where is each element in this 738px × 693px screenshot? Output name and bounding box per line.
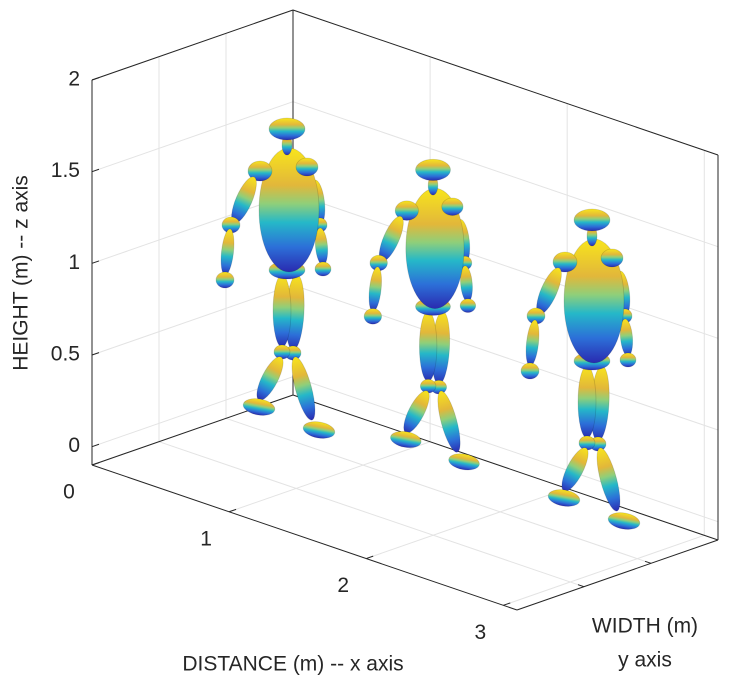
grid-line [292,101,719,248]
body-part [273,344,291,360]
body-part [459,298,477,313]
grid-line [228,441,431,513]
axis-edge [292,394,719,541]
z-tick-label: 0.5 [51,343,80,366]
body-part [415,158,451,181]
x-tick-label: 0 [63,481,75,504]
body-part [291,356,316,421]
z-tick-label: 2 [68,68,80,91]
axes-box [91,9,719,611]
z-tick-label: 1.5 [51,159,80,182]
body-part [420,379,437,394]
grid-line [292,192,719,339]
grid-line [91,284,294,356]
body-part [577,365,597,439]
body-part [403,390,430,434]
grid-line [225,417,652,564]
tick-mark [644,560,652,564]
tick-mark [91,260,100,264]
axis-edge [292,9,719,156]
grid-line [366,488,568,560]
body-part [247,160,273,182]
body-part [242,398,276,416]
body-part [448,453,480,471]
body-part [394,200,419,221]
body-part [302,421,336,439]
tick-mark [366,555,374,560]
body-part [419,311,438,382]
z-tick-label: 0 [68,434,80,457]
tick-mark [91,443,100,448]
body-part [596,447,621,512]
grid-line [91,101,294,173]
body-part [552,251,578,273]
body-part [215,271,235,289]
body-part [390,431,422,449]
tick-mark [91,77,100,81]
human-figure [215,117,336,439]
tick-mark [91,462,100,466]
tick-mark [91,168,100,173]
body-part [520,362,540,380]
body-part [547,489,581,507]
axis-edge [91,9,294,81]
body-part [600,248,624,268]
z-tick-label: 1 [68,251,80,274]
grid-line [503,534,705,606]
body-part [268,117,306,141]
grid-line [158,441,585,588]
axis-edge [516,539,719,611]
grid-line [292,284,719,431]
body-part [363,308,382,325]
x-tick-label: 2 [337,574,349,597]
body-part [256,356,284,401]
tick-mark [503,602,511,606]
grid-line [292,376,719,523]
x-tick-label: 3 [474,621,486,644]
tick-mark [228,508,237,513]
tick-mark [577,584,585,588]
x-axis-label: DISTANCE (m) -- x axis [182,653,403,676]
body-part [525,319,540,367]
body-part [295,157,319,177]
x-tick-label: 1 [200,527,212,550]
body-part [272,274,292,348]
human-figure [363,158,480,471]
body-part [561,447,589,492]
body-part [220,228,235,276]
body-part [368,266,382,312]
body-part [619,352,637,368]
human-figure [520,208,641,530]
axis-edge [91,464,518,611]
tick-mark [91,352,100,356]
z-axis-label: HEIGHT (m) -- z axis [10,175,33,371]
y-axis-label: WIDTH (m) [592,615,698,638]
y-axis-label: y axis [618,649,672,672]
figures [215,117,641,530]
body-part [573,208,611,232]
body-part [607,512,641,530]
body-part [441,197,464,216]
body-part [314,261,332,277]
body-part [437,390,461,453]
body-part [578,435,596,451]
